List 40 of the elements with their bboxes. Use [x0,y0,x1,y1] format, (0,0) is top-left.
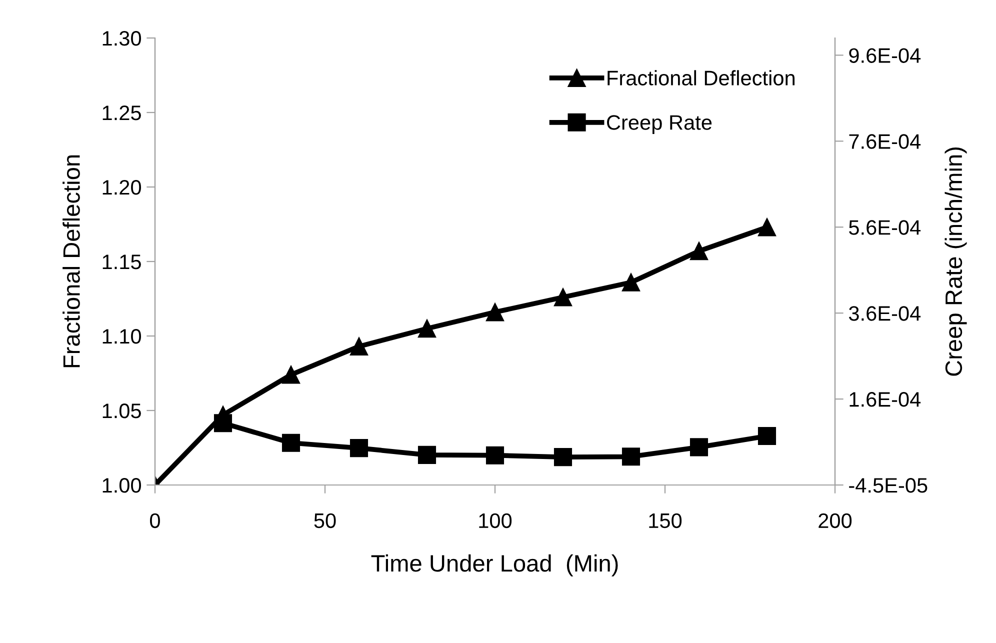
y2-tick-label: 7.6E-04 [849,134,921,149]
point [758,218,776,236]
point [486,303,504,322]
y2-tick-label: 3.6E-04 [848,306,921,321]
point [622,448,640,466]
point [350,337,368,356]
y2-tick-label: 1.6E-04 [850,392,921,407]
y-axis-title: Fractional Deflection [62,155,80,368]
y2-axis-title: Creep Rate (inch/min) [944,147,967,376]
y-tick-label: 1.10 [102,329,141,344]
y2-tick-label: 5.6E-04 [849,220,921,235]
point [758,426,776,446]
y-tick-label: 1.15 [102,254,141,270]
x-tick-label: 100 [479,513,512,528]
point [690,242,708,260]
x-tick-label: 150 [649,513,682,528]
point [350,439,368,458]
point [282,434,300,452]
point [418,446,436,464]
y-tick-label: 1.30 [102,31,141,46]
y2-tick-label: -4.5E-05 [849,478,928,493]
y-tick-label: 1.20 [102,180,141,195]
legend-label: Creep Rate [607,115,712,134]
point [214,414,232,432]
point [554,288,572,306]
x-tick-label: 50 [314,513,336,528]
point [622,273,640,292]
point [690,438,708,456]
point [282,366,300,384]
x-tick-label: 0 [150,513,160,528]
y-tick-label: 1.00 [102,478,141,493]
x-tick-label: 200 [818,513,852,528]
point [554,448,572,466]
point [418,320,436,338]
y-tick-label: 1.25 [102,106,141,120]
x-axis-title: Time Under Load (Min) [371,554,618,576]
y2-tick-label: 9.6E-04 [849,48,921,63]
legend-label: Fractional Deflection [608,70,795,86]
point [486,446,504,464]
y-tick-label: 1.05 [102,404,141,418]
